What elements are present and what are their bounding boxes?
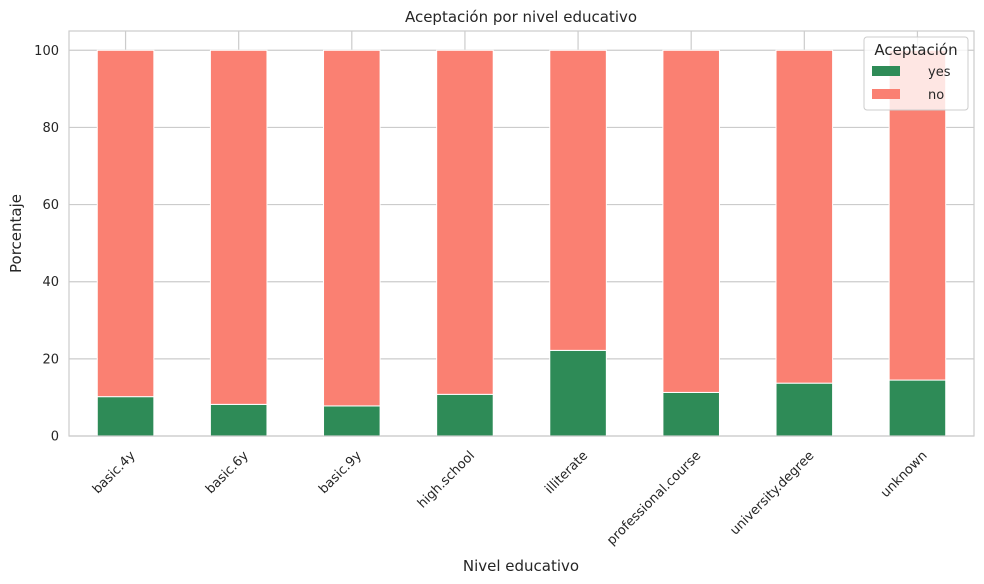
legend-title: Aceptación: [874, 41, 957, 59]
x-tick-label: basic.6y: [203, 448, 252, 497]
bar-no-basic.9y: [323, 49, 381, 407]
bar-yes-basic.9y: [323, 405, 381, 437]
x-tick-label: high.school: [415, 448, 478, 511]
bar-no-basic.4y: [96, 49, 155, 398]
x-axis-title: Nivel educativo: [463, 557, 579, 575]
y-tick-label: 0: [51, 430, 59, 445]
chart-title: Aceptación por nivel educativo: [405, 8, 637, 26]
legend-swatch-no: [872, 89, 900, 99]
y-tick-label: 100: [34, 44, 59, 59]
y-tick-label: 40: [42, 275, 59, 290]
legend-swatch-yes: [872, 66, 900, 76]
bar-yes-professional.course: [662, 391, 720, 437]
x-tick-label: university.degree: [727, 448, 817, 538]
x-tick-label: basic.9y: [316, 448, 365, 497]
plot-background: [69, 31, 974, 436]
y-axis-title: Porcentaje: [7, 194, 25, 273]
bar-no-high.school: [436, 49, 494, 395]
y-tick-label: 20: [42, 352, 59, 367]
x-tick-label: professional.course: [604, 448, 704, 548]
bar-no-professional.course: [662, 49, 720, 393]
x-tick-label: basic.4y: [90, 448, 139, 497]
legend-label-no: no: [928, 88, 944, 103]
bars: [96, 49, 947, 437]
bar-no-illiterate: [549, 49, 607, 351]
bar-no-basic.6y: [209, 49, 268, 405]
x-tick-labels: basic.4y basic.6y basic.9y high.school illit…: [90, 448, 931, 548]
bar-yes-illiterate: [549, 349, 607, 437]
y-tick-labels: 0 20 40 60 80 100: [34, 44, 59, 445]
bar-yes-basic.6y: [209, 403, 268, 437]
y-tick-label: 80: [42, 121, 59, 136]
bar-no-university.degree: [775, 49, 834, 384]
bar-yes-high.school: [436, 393, 494, 437]
x-tick-label: unknown: [878, 448, 930, 500]
plot-frame: [68, 30, 975, 437]
bar-yes-university.degree: [775, 382, 834, 437]
bar-yes-basic.4y: [96, 396, 155, 437]
bar-yes-unknown: [888, 379, 947, 437]
legend-label-yes: yes: [928, 65, 951, 80]
legend: Aceptación yes no: [863, 36, 969, 111]
x-tick-label: illiterate: [542, 448, 591, 497]
y-tick-label: 60: [42, 198, 59, 213]
